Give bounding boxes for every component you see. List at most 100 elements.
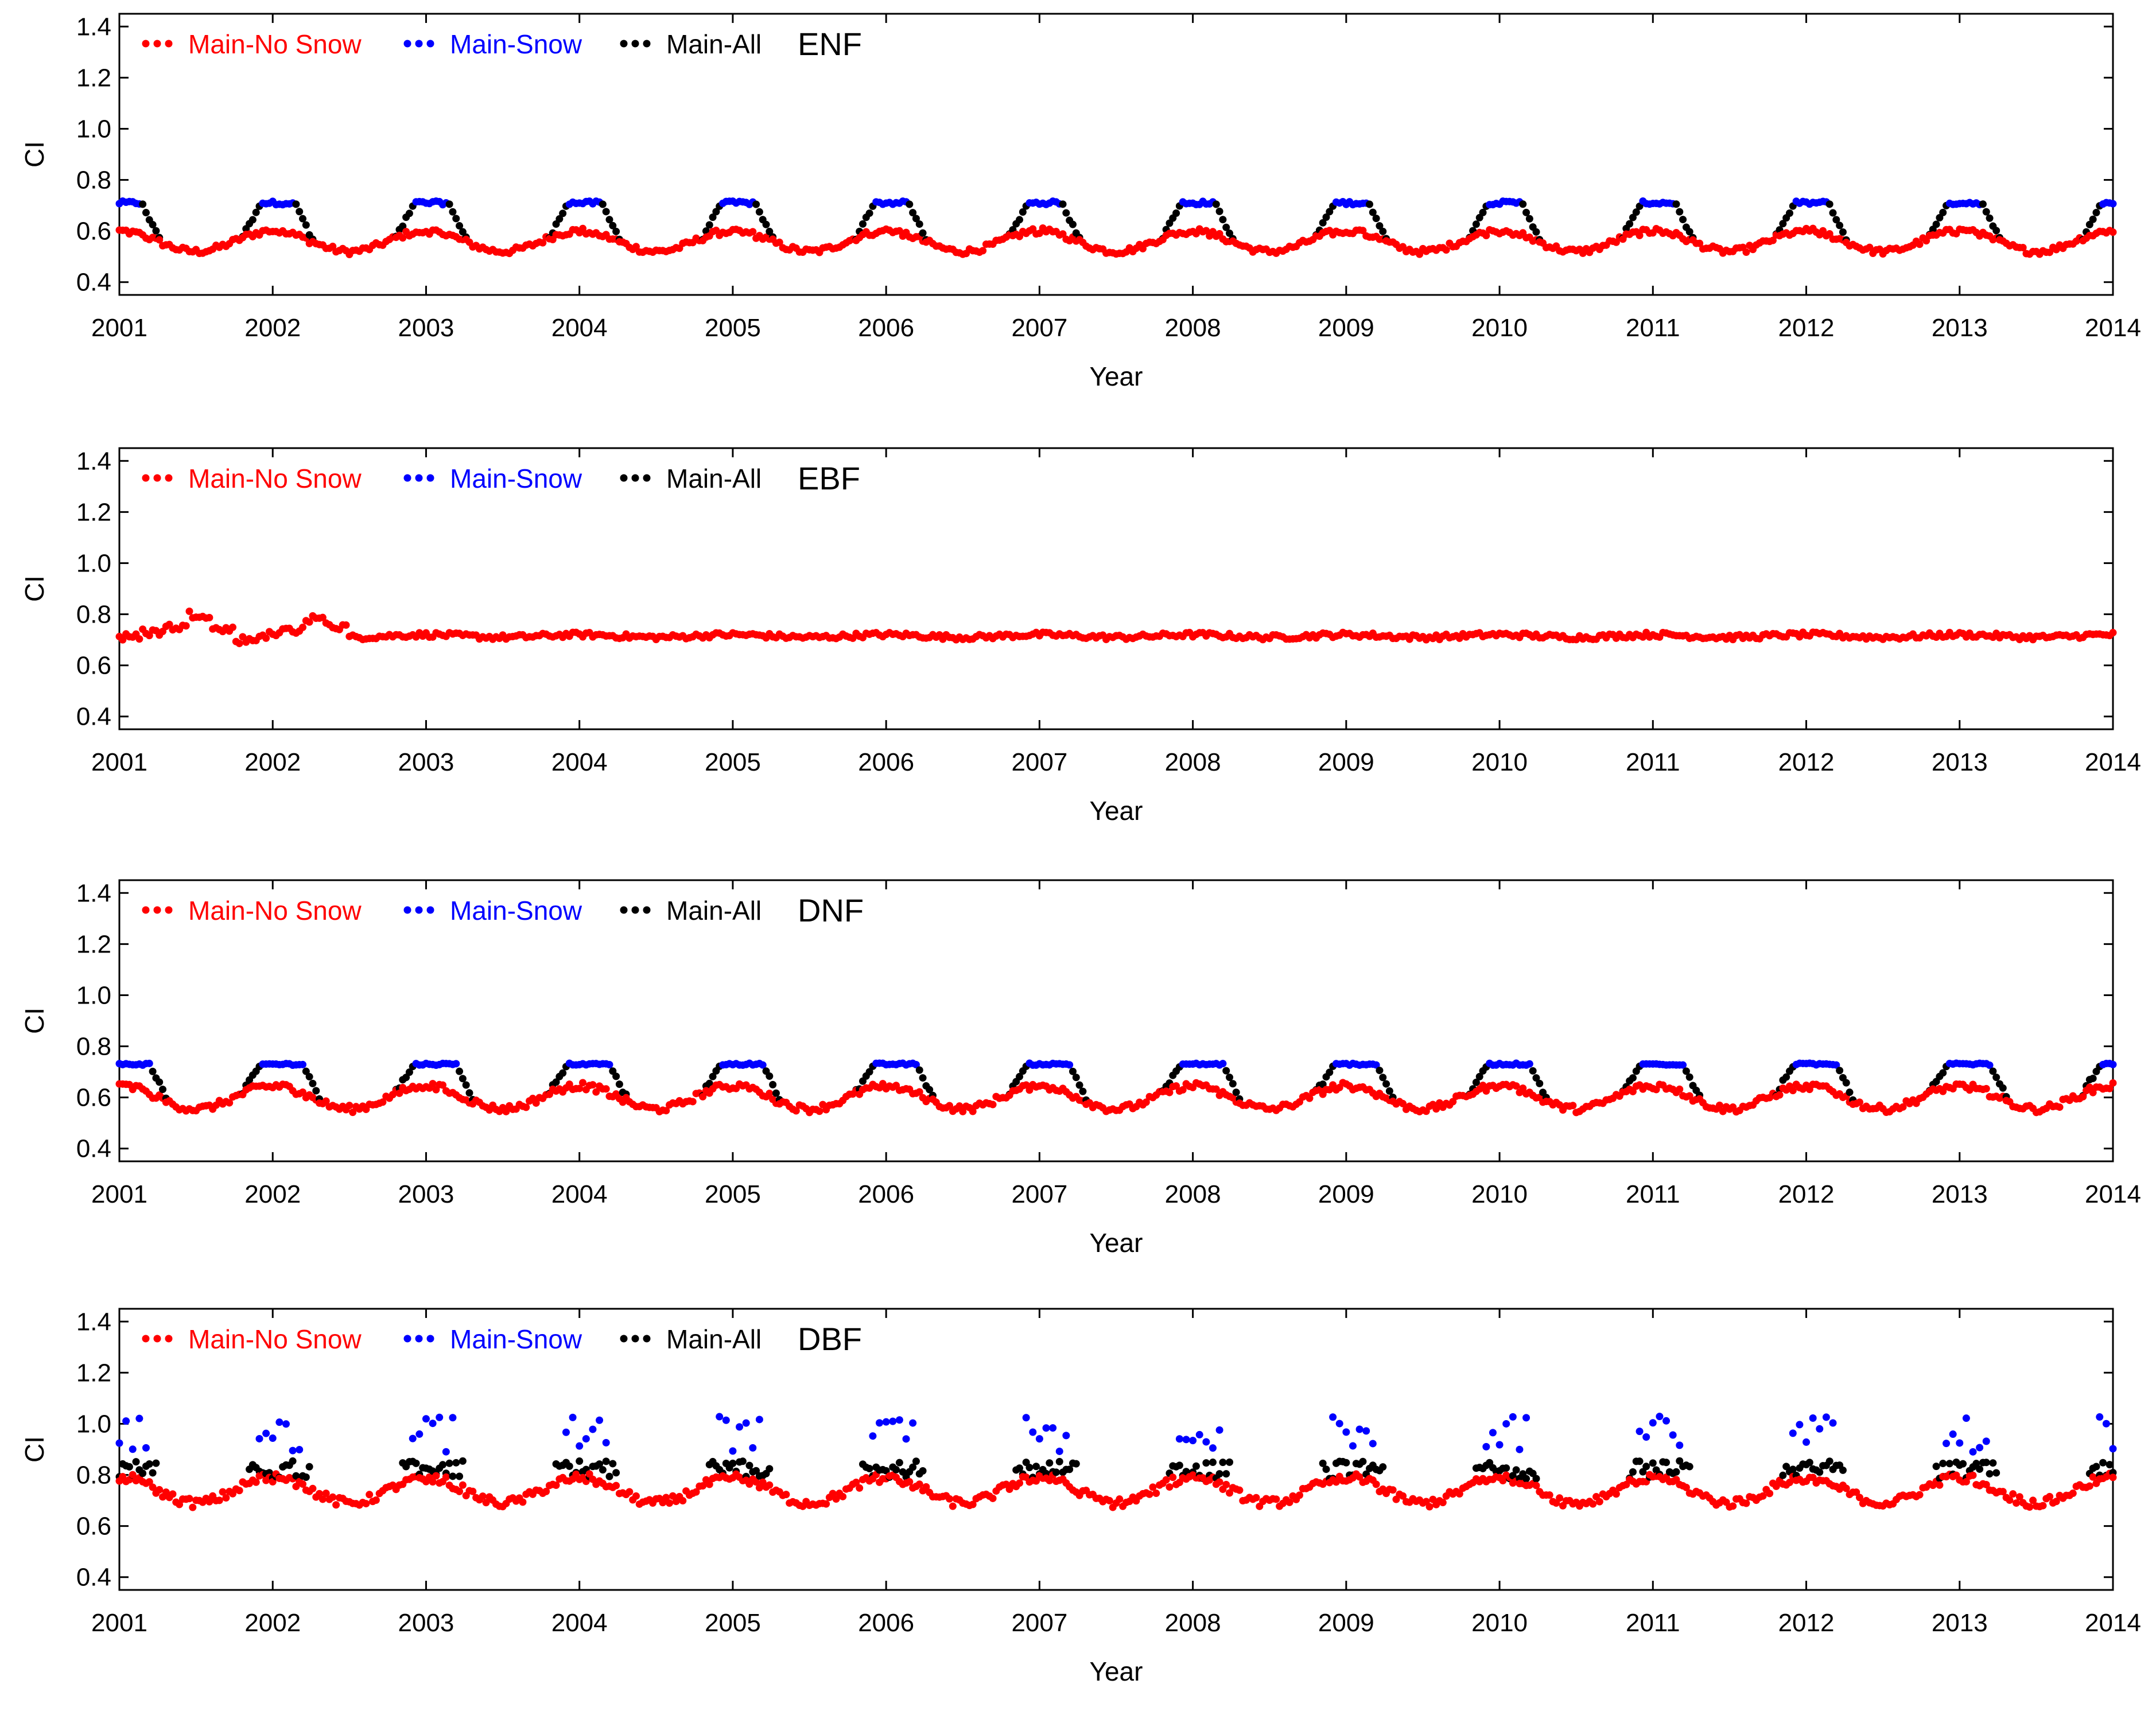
all-point xyxy=(1932,1463,1940,1471)
all-point xyxy=(612,227,620,235)
snow-point xyxy=(1062,1432,1070,1440)
no-snow-point xyxy=(969,1107,977,1115)
x-tick-label: 2010 xyxy=(1471,748,1528,776)
snow-point xyxy=(1832,1061,1840,1069)
panel-dbf: 0.4 0.6 0.8 1.0 1.2 1.4 2001 2002 2003 2004 2005 20… xyxy=(20,1308,2141,1686)
all-point xyxy=(1529,1067,1537,1075)
snow-point xyxy=(135,1414,143,1422)
all-point xyxy=(465,1089,473,1097)
y-tick-label: 1.2 xyxy=(76,498,111,526)
all-point xyxy=(152,227,160,235)
no-snow-point xyxy=(1809,1473,1817,1481)
no-snow-point xyxy=(185,607,193,615)
x-tick-label: 2007 xyxy=(1011,1609,1067,1637)
no-snow-point xyxy=(519,1498,527,1506)
all-point xyxy=(145,1460,153,1468)
no-snow-point xyxy=(589,1081,597,1089)
no-snow-point xyxy=(2013,1499,2021,1507)
snow-point xyxy=(1369,1440,1377,1448)
no-snow-point xyxy=(1169,1473,1177,1481)
no-snow-point xyxy=(176,1500,184,1508)
plot-frame xyxy=(118,1308,2114,1591)
no-snow-point xyxy=(692,1488,700,1496)
y-tick-label: 0.4 xyxy=(76,1135,111,1163)
legend-marker xyxy=(415,40,423,48)
y-tick-label: 0.8 xyxy=(76,1033,111,1061)
all-point xyxy=(612,1469,620,1477)
snow-point xyxy=(1219,1060,1227,1068)
x-tick-label: 2013 xyxy=(1932,1180,1988,1208)
no-snow-point xyxy=(1355,1473,1363,1481)
no-snow-point xyxy=(2089,1088,2097,1096)
all-point xyxy=(1979,200,1987,208)
no-snow-point xyxy=(1499,1477,1507,1485)
no-snow-point xyxy=(299,1088,307,1096)
all-point xyxy=(1932,220,1940,228)
snow-point xyxy=(1049,1424,1057,1432)
snow-point xyxy=(2109,200,2117,208)
no-snow-point xyxy=(432,1472,440,1480)
snow-point xyxy=(415,1430,424,1438)
snow-point xyxy=(1342,1428,1350,1436)
snow-point xyxy=(1796,1421,1804,1429)
no-snow-point xyxy=(1332,1478,1340,1486)
no-snow-point xyxy=(1285,1498,1293,1506)
snow-point xyxy=(759,1061,767,1069)
no-snow-point xyxy=(1999,1488,2007,1496)
snow-point xyxy=(582,1435,590,1443)
all-point xyxy=(1842,1079,1850,1087)
all-point xyxy=(912,1457,920,1465)
no-snow-point xyxy=(1215,1478,1223,1486)
all-point xyxy=(1472,220,1480,228)
legend-marker xyxy=(153,906,161,914)
all-point xyxy=(1016,1072,1024,1080)
x-tick-label: 2002 xyxy=(244,314,301,342)
y-tick-label: 0.4 xyxy=(76,703,111,731)
no-snow-point xyxy=(205,1498,213,1506)
y-tick-label: 1.2 xyxy=(76,930,111,958)
x-tick-label: 2004 xyxy=(551,314,608,342)
snow-point xyxy=(1525,1060,1533,1068)
no-snow-point xyxy=(1636,231,1644,239)
all-point xyxy=(615,1080,623,1088)
snow-point xyxy=(902,1435,910,1443)
no-snow-point xyxy=(316,1490,324,1498)
all-point xyxy=(1222,223,1230,231)
x-tick-label: 2010 xyxy=(1471,314,1528,342)
all-point xyxy=(452,1459,460,1467)
y-tick-label: 1.0 xyxy=(76,1410,111,1438)
legend-marker xyxy=(415,474,423,482)
no-snow-point xyxy=(1899,1103,1907,1111)
snow-point xyxy=(1202,1438,1210,1446)
x-tick-label: 2011 xyxy=(1626,314,1680,342)
all-point xyxy=(1342,1459,1350,1467)
all-point xyxy=(1676,1457,1684,1465)
no-snow-point xyxy=(2109,629,2117,637)
y-tick-label: 0.8 xyxy=(76,1461,111,1490)
snow-point xyxy=(1175,1435,1183,1443)
all-point xyxy=(456,1472,464,1480)
all-point xyxy=(1805,1459,1813,1467)
all-point xyxy=(1079,1087,1087,1095)
no-snow-point xyxy=(362,1500,370,1508)
no-snow-point xyxy=(2052,1498,2060,1506)
snow-point xyxy=(1066,1061,1074,1069)
snow-point xyxy=(1986,1061,1994,1069)
no-snow-point xyxy=(322,1097,330,1105)
all-point xyxy=(576,1457,584,1465)
snow-point xyxy=(755,1416,763,1424)
y-axis-label: CI xyxy=(20,141,49,168)
no-snow-point xyxy=(752,1478,760,1486)
all-point xyxy=(412,1459,420,1467)
no-snow-point xyxy=(749,228,757,236)
snow-point xyxy=(269,1434,277,1442)
no-snow-point xyxy=(949,1502,957,1510)
no-snow-point xyxy=(626,1488,634,1496)
x-tick-label: 2013 xyxy=(1932,314,1988,342)
all-point xyxy=(1992,227,2000,235)
y-tick-label: 0.6 xyxy=(76,652,111,680)
legend-marker xyxy=(165,906,173,914)
all-point xyxy=(1839,1466,1847,1474)
snow-point xyxy=(1522,1414,1530,1422)
all-point xyxy=(1816,1468,1824,1476)
